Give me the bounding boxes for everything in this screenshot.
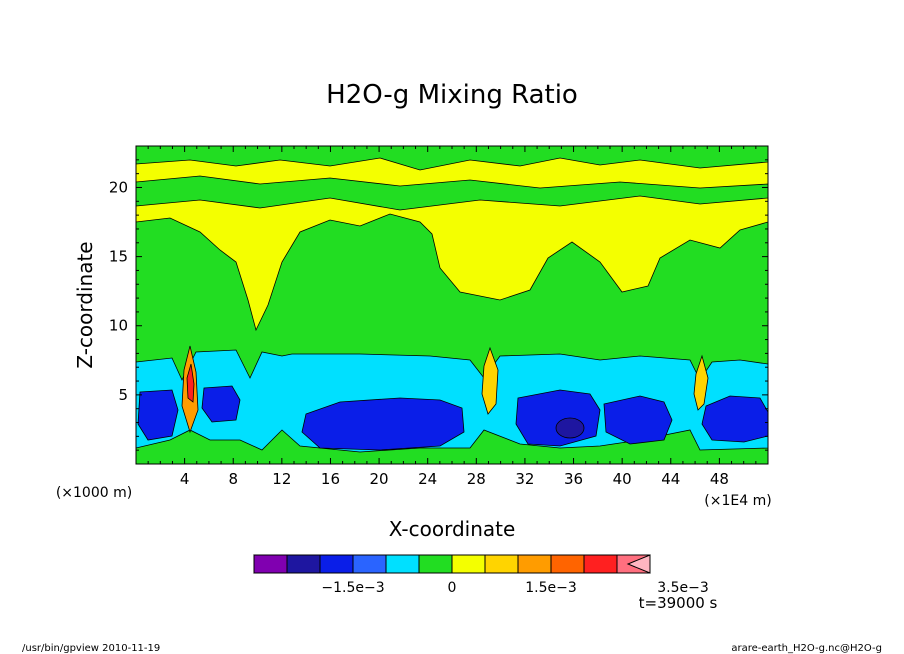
x-tick-label: 20 xyxy=(370,470,389,488)
blue-core-small xyxy=(201,385,241,423)
x-tick-label: 4 xyxy=(180,470,190,488)
colorbar-swatch xyxy=(319,554,354,574)
blue-core-center xyxy=(301,397,465,451)
x-axis: 4 8 12 16 20 24 28 32 36 40 44 48 xyxy=(147,146,757,488)
x-tick-label: 32 xyxy=(515,470,534,488)
time-annotation: t=39000 s xyxy=(639,594,718,612)
blue-core-right-c xyxy=(701,395,768,443)
blue-core-left xyxy=(137,389,179,441)
y-tick-label: 20 xyxy=(109,178,128,196)
footer-left: /usr/bin/gpview 2010-11-19 xyxy=(22,643,160,654)
x-tick-label: 12 xyxy=(272,470,291,488)
colorbar-max-arrow xyxy=(626,554,651,574)
warm-plume-mid xyxy=(481,346,499,415)
x-tick-label: 28 xyxy=(467,470,486,488)
colorbar-swatch xyxy=(517,554,552,574)
mid-green-stripe xyxy=(136,175,768,211)
colorbar-swatch xyxy=(385,554,420,574)
colorbar-swatch xyxy=(286,554,321,574)
x-tick-label: 24 xyxy=(418,470,437,488)
colorbar-swatch xyxy=(550,554,585,574)
x-unit-label: (×1E4 m) xyxy=(704,493,771,509)
colorbar-label: −1.5e−3 xyxy=(321,580,384,596)
chart-title: H2O-g Mixing Ratio xyxy=(326,80,578,110)
y-tick-label: 10 xyxy=(109,317,128,335)
x-axis-label: X-coordinate xyxy=(389,517,516,541)
y-axis: 5 10 15 20 xyxy=(109,159,768,451)
colorbar xyxy=(253,554,651,574)
footer-right: arare-earth_H2O-g.nc@H2O-g xyxy=(731,643,882,654)
x-tick-label: 44 xyxy=(661,470,680,488)
colorbar-swatch xyxy=(352,554,387,574)
colorbar-swatch xyxy=(583,554,618,574)
warm-plume-right xyxy=(693,354,709,411)
y-unit-label: (×1000 m) xyxy=(56,485,132,501)
y-tick-label: 15 xyxy=(109,248,128,266)
colorbar-swatch xyxy=(253,554,288,574)
colorbar-label: 1.5e−3 xyxy=(525,580,577,596)
x-tick-label: 40 xyxy=(613,470,632,488)
colorbar-label: 3.5e−3 xyxy=(657,580,709,596)
x-tick-label: 48 xyxy=(710,470,729,488)
blue-core-right-a xyxy=(515,389,601,447)
x-tick-label: 8 xyxy=(228,470,238,488)
upper-green-band xyxy=(136,146,768,171)
colorbar-swatch xyxy=(484,554,519,574)
dark-blue-core xyxy=(555,417,585,439)
colorbar-label: 0 xyxy=(448,580,457,596)
y-axis-label: Z-coordinate xyxy=(73,241,97,368)
y-tick-label: 5 xyxy=(118,386,128,404)
colorbar-labels: −1.5e−3 0 1.5e−3 3.5e−3 xyxy=(321,580,708,596)
colorbar-swatch xyxy=(451,554,486,574)
x-tick-label: 16 xyxy=(321,470,340,488)
colorbar-swatch xyxy=(418,554,453,574)
hot-core-left xyxy=(186,363,195,403)
contour-field xyxy=(136,146,768,464)
blue-core-right-b xyxy=(603,395,673,445)
x-tick-label: 36 xyxy=(564,470,583,488)
